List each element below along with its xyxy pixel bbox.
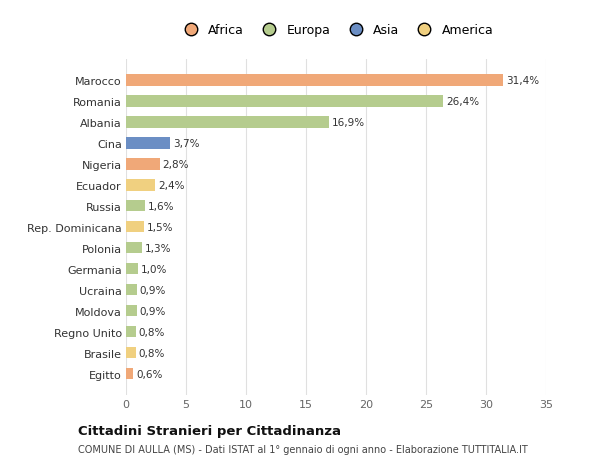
Text: Cittadini Stranieri per Cittadinanza: Cittadini Stranieri per Cittadinanza <box>78 424 341 437</box>
Bar <box>126 284 137 296</box>
Bar <box>126 305 137 317</box>
Text: COMUNE DI AULLA (MS) - Dati ISTAT al 1° gennaio di ogni anno - Elaborazione TUTT: COMUNE DI AULLA (MS) - Dati ISTAT al 1° … <box>78 444 528 454</box>
Bar <box>126 242 142 254</box>
Text: 1,0%: 1,0% <box>141 264 167 274</box>
Legend: Africa, Europa, Asia, America: Africa, Europa, Asia, America <box>173 19 499 42</box>
Text: 0,9%: 0,9% <box>140 285 166 295</box>
Text: 0,6%: 0,6% <box>136 369 163 379</box>
Text: 0,8%: 0,8% <box>139 348 165 358</box>
Bar <box>126 326 136 338</box>
Bar <box>126 179 155 191</box>
Text: 16,9%: 16,9% <box>332 118 365 128</box>
Bar <box>126 221 144 233</box>
Text: 1,6%: 1,6% <box>148 202 175 211</box>
Text: 2,4%: 2,4% <box>158 180 184 190</box>
Bar <box>126 347 136 358</box>
Bar <box>126 96 443 107</box>
Bar <box>126 159 160 170</box>
Bar <box>126 201 145 212</box>
Bar <box>126 368 133 380</box>
Text: 1,5%: 1,5% <box>147 222 173 232</box>
Text: 3,7%: 3,7% <box>173 139 200 148</box>
Text: 0,9%: 0,9% <box>140 306 166 316</box>
Bar <box>126 263 138 275</box>
Bar <box>126 117 329 128</box>
Bar <box>126 138 170 149</box>
Text: 26,4%: 26,4% <box>446 96 479 106</box>
Text: 31,4%: 31,4% <box>506 76 539 86</box>
Text: 0,8%: 0,8% <box>139 327 165 337</box>
Bar <box>126 75 503 86</box>
Text: 2,8%: 2,8% <box>163 159 189 169</box>
Text: 1,3%: 1,3% <box>145 243 171 253</box>
